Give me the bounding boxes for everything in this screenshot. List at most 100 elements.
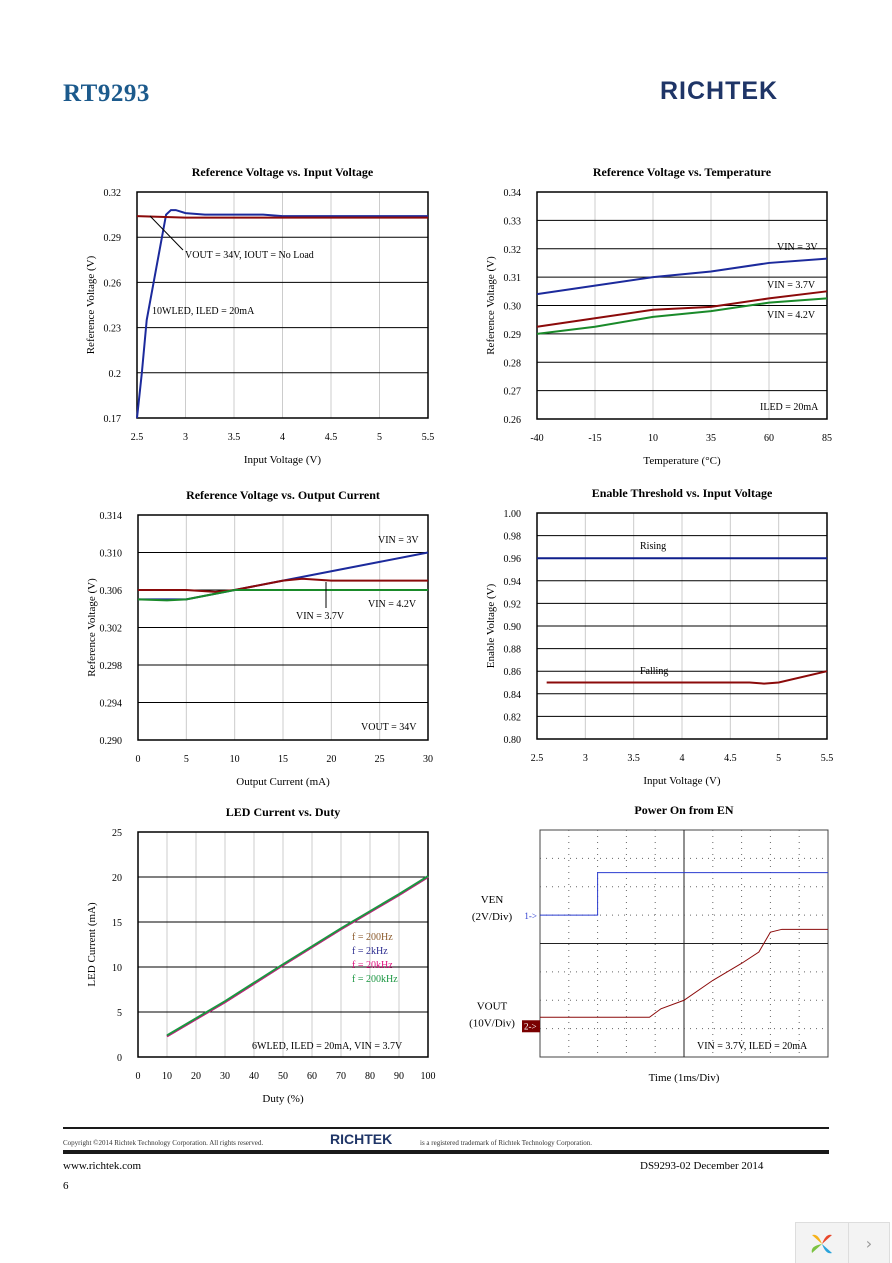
x-tick-label: 100 [421, 1071, 436, 1082]
x-tick-label: 2.5 [131, 432, 144, 443]
chart-1: Reference Voltage vs. Input Voltage 2.5 3 3… [85, 165, 434, 466]
chart-title: Reference Voltage vs. Input Voltage [192, 165, 374, 179]
series-line [137, 589, 428, 602]
x-tick-label: 85 [822, 433, 832, 444]
y-tick-label: 10 [112, 963, 122, 974]
x-tick-label: 30 [220, 1071, 230, 1082]
y-tick-label: 0.298 [100, 661, 123, 672]
annotation: ILED = 20mA [760, 402, 819, 413]
x-tick-label: 5.5 [821, 753, 834, 764]
x-tick-label: -40 [530, 433, 543, 444]
x-tick-label: 3 [583, 753, 588, 764]
x-tick-label: 15 [278, 754, 288, 765]
legend-entry: f = 20kHz [352, 960, 393, 971]
x-tick-label: 20 [191, 1071, 201, 1082]
series-label: VIN = 3V [378, 535, 419, 546]
x-tick-label: 60 [764, 433, 774, 444]
annotation-arrow [149, 215, 184, 251]
scope-trace-ven [540, 872, 828, 916]
y-tick-label: 5 [117, 1008, 122, 1019]
series-line [136, 209, 428, 419]
series-line [546, 670, 828, 685]
y-tick-label: 0.96 [504, 554, 522, 565]
x-tick-label: 40 [249, 1071, 259, 1082]
y-tick-label: 0.32 [504, 245, 522, 256]
y-tick-label: 0.29 [104, 233, 122, 244]
x-tick-label: 70 [336, 1071, 346, 1082]
y-tick-label: 25 [112, 828, 122, 839]
y-tick-label: 0 [117, 1053, 122, 1064]
x-tick-label: 90 [394, 1071, 404, 1082]
series-line [166, 875, 429, 1037]
y-tick-label: 0.32 [104, 188, 122, 199]
x-tick-label: 2.5 [531, 753, 544, 764]
annotation: VOUT = 34V [361, 722, 417, 733]
x-tick-label: 0 [136, 1071, 141, 1082]
y-tick-label: 0.31 [504, 273, 522, 284]
series-line [536, 257, 828, 296]
y-tick-label: 0.306 [100, 586, 123, 597]
next-page-button[interactable]: › [848, 1223, 889, 1263]
y-axis-label: Reference Voltage (V) [86, 578, 98, 677]
x-tick-label: 4 [280, 432, 285, 443]
x-tick-label: 5 [184, 754, 189, 765]
y-tick-label: 1.00 [504, 509, 522, 520]
series-line [138, 577, 428, 593]
footer-divider-thick [63, 1150, 829, 1154]
y-tick-label: 15 [112, 918, 122, 929]
chart-title: Power On from EN [634, 803, 734, 817]
x-tick-label: 50 [278, 1071, 288, 1082]
chart-4: Enable Threshold vs. Input Voltage 2.5 3 3.… [485, 486, 833, 787]
x-tick-label: 35 [706, 433, 716, 444]
chart-title: Enable Threshold vs. Input Voltage [592, 486, 773, 500]
x-tick-label: 4.5 [325, 432, 338, 443]
x-tick-label: 10 [162, 1071, 172, 1082]
x-tick-label: 5 [377, 432, 382, 443]
y-axis-label: LED Current (mA) [86, 902, 98, 987]
x-tick-label: 20 [326, 754, 336, 765]
page-number: 6 [63, 1180, 69, 1192]
series-label: VIN = 3.7V [296, 611, 345, 622]
legend-entry: f = 2kHz [352, 946, 388, 957]
x-tick-label: 60 [307, 1071, 317, 1082]
y-tick-label: 0.290 [100, 736, 123, 747]
series-label: Rising [640, 541, 666, 552]
y-tick-label: 0.86 [504, 667, 522, 678]
x-tick-label: 0 [136, 754, 141, 765]
y-tick-label: 0.84 [504, 690, 522, 701]
document-title: RT9293 [63, 80, 150, 107]
chart-2: Reference Voltage vs. Temperature -40 -15 1… [485, 165, 832, 467]
x-axis-label: Input Voltage (V) [244, 454, 322, 466]
viewer-widget: › [795, 1222, 890, 1263]
channel-name: VEN [481, 894, 504, 906]
y-axis-label: Reference Voltage (V) [85, 255, 97, 354]
chart-6: Power On from EN 1-> VEN (2V/Div) 2-> VOUT (10… [469, 803, 829, 1084]
channel-scale: (10V/Div) [469, 1017, 515, 1029]
channel-marker-box [522, 1020, 540, 1033]
y-tick-label: 0.17 [104, 414, 122, 425]
plot-frame [536, 512, 828, 740]
x-tick-label: 80 [365, 1071, 375, 1082]
x-tick-label: 4 [680, 753, 685, 764]
channel-scale: (2V/Div) [472, 911, 513, 923]
y-tick-label: 0.34 [504, 188, 522, 199]
annotation: 6WLED, ILED = 20mA, VIN = 3.7V [252, 1041, 403, 1052]
y-tick-label: 0.294 [100, 699, 123, 710]
series-line [536, 290, 828, 328]
y-tick-label: 0.88 [504, 645, 522, 656]
annotation: 10WLED, ILED = 20mA [152, 306, 255, 317]
x-tick-label: 3.5 [627, 753, 640, 764]
y-tick-label: 0.23 [104, 324, 122, 335]
annotation: VOUT = 34V, IOUT = No Load [185, 250, 314, 261]
y-tick-label: 0.27 [504, 387, 522, 398]
website-link[interactable]: www.richtek.com [63, 1160, 142, 1172]
footer-logo: RICHTEK [330, 1131, 393, 1147]
x-tick-label: 10 [648, 433, 658, 444]
chart-title: Reference Voltage vs. Temperature [593, 165, 772, 179]
x-tick-label: 10 [230, 754, 240, 765]
x-tick-label: 5 [776, 753, 781, 764]
series-label: VIN = 4.2V [368, 599, 417, 610]
